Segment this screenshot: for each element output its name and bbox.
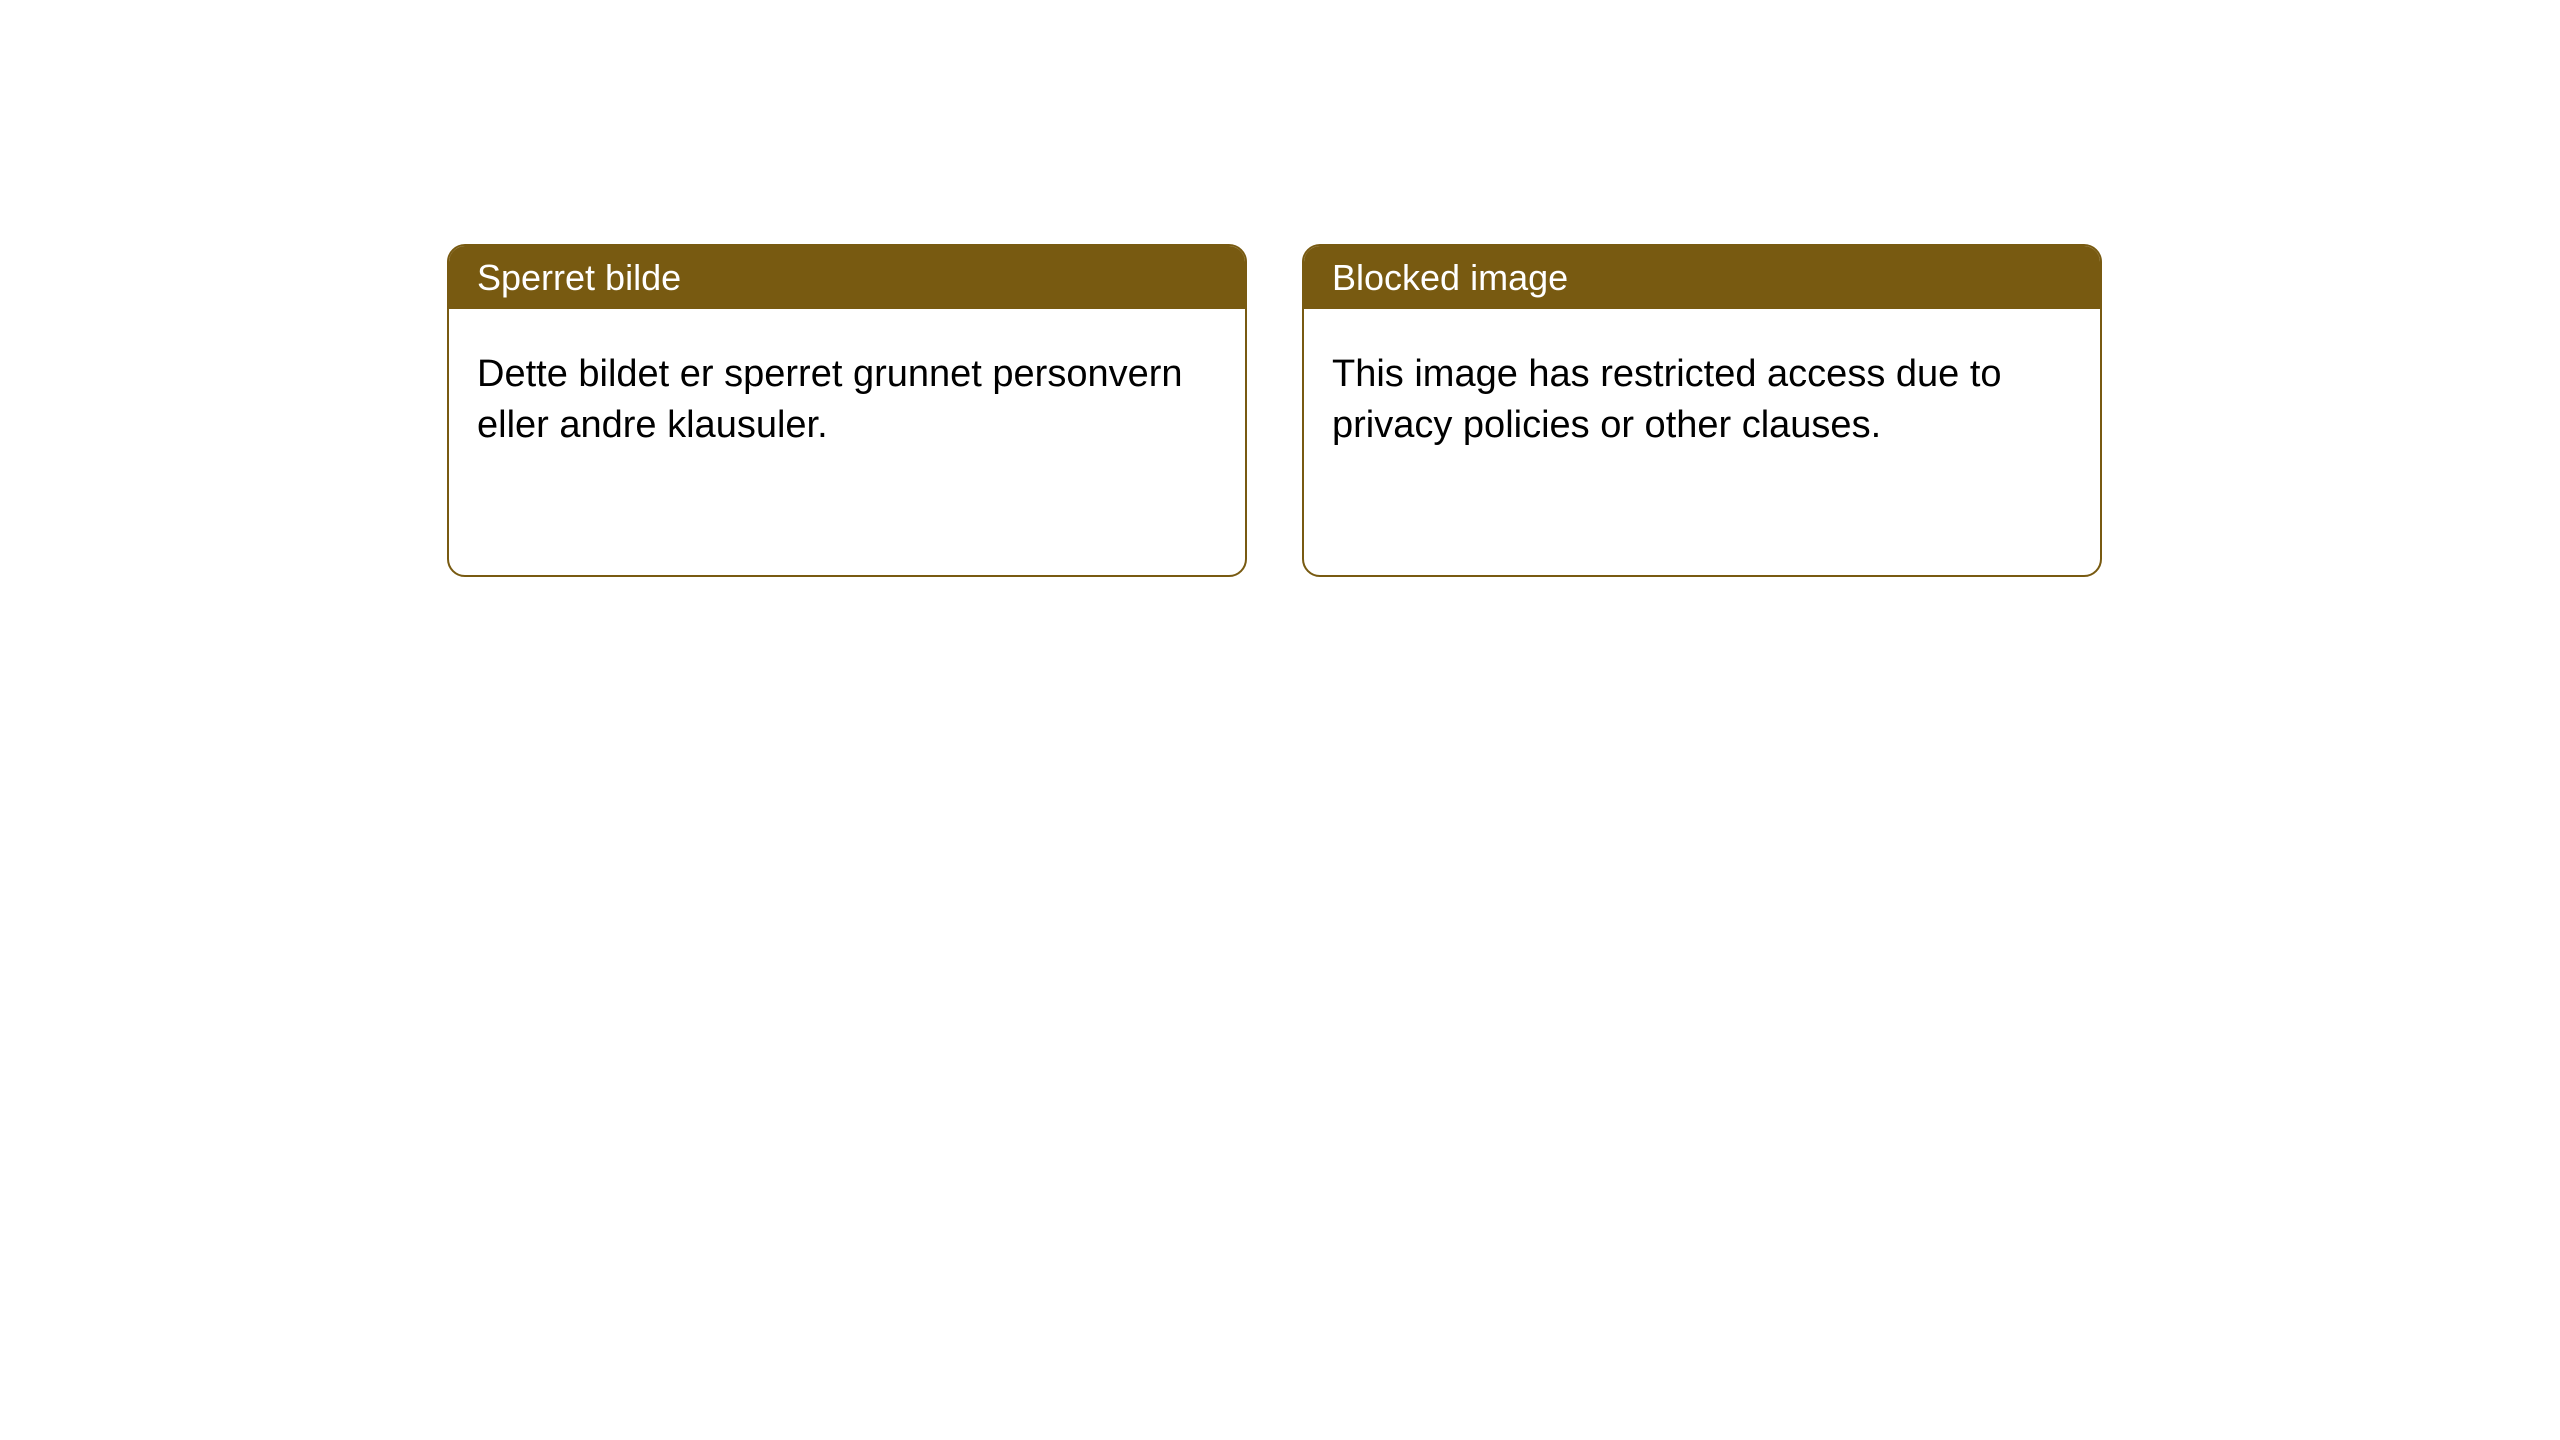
- card-body-norwegian: Dette bildet er sperret grunnet personve…: [449, 309, 1245, 480]
- card-title: Sperret bilde: [477, 257, 681, 298]
- card-title: Blocked image: [1332, 257, 1568, 298]
- notice-container: Sperret bilde Dette bildet er sperret gr…: [0, 0, 2560, 577]
- blocked-image-card-norwegian: Sperret bilde Dette bildet er sperret gr…: [447, 244, 1247, 577]
- card-header-norwegian: Sperret bilde: [449, 246, 1245, 309]
- card-body-english: This image has restricted access due to …: [1304, 309, 2100, 480]
- card-body-text: This image has restricted access due to …: [1332, 353, 2002, 446]
- card-header-english: Blocked image: [1304, 246, 2100, 309]
- blocked-image-card-english: Blocked image This image has restricted …: [1302, 244, 2102, 577]
- card-body-text: Dette bildet er sperret grunnet personve…: [477, 353, 1183, 446]
